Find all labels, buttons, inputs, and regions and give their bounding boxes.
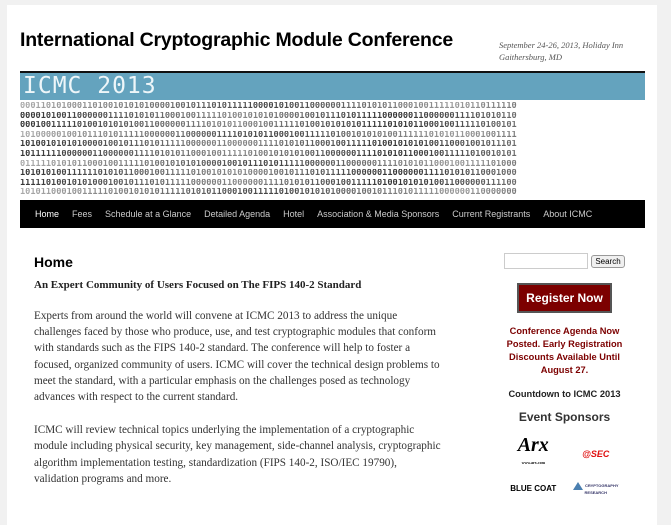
banner: ICMC 2013 000110101000110100101010100001… xyxy=(20,71,645,200)
binary-line: 1010000010010111010111110000001100000011… xyxy=(20,131,645,141)
text-line: ICMC will review technical topics underl… xyxy=(34,424,415,437)
binary-line: 0000101001100000011110101011000100111110… xyxy=(20,112,645,122)
page: International Cryptographic Module Confe… xyxy=(7,5,657,525)
nav-schedule[interactable]: Schedule at a Glance xyxy=(105,209,192,219)
register-now-button[interactable]: Register Now xyxy=(517,283,612,313)
binary-line: 0001001111101001010101001100000011110101… xyxy=(20,121,645,131)
text-line: meet the standard, with a particular emp… xyxy=(34,374,411,387)
main-nav: Home Fees Schedule at a Glance Detailed … xyxy=(20,200,645,228)
nav-hotel[interactable]: Hotel xyxy=(283,209,305,219)
text-line: with standards such as the FIPS 140-2 st… xyxy=(34,342,411,355)
sponsor-logos: Arx www.arx.com @SEC BLUE COAT CRYPTOGRAP… xyxy=(502,434,628,495)
nav-about[interactable]: About ICMC xyxy=(543,209,593,219)
nav-detailed-agenda[interactable]: Detailed Agenda xyxy=(204,209,271,219)
sponsor-logo-arx[interactable]: Arx www.arx.com xyxy=(502,434,565,472)
paragraph-topics: ICMC will review technical topics underl… xyxy=(34,422,474,487)
binary-line: 1010110001001111101001010101111101010110… xyxy=(20,188,645,198)
binary-line: 1111101001010100010010111010111110000001… xyxy=(20,179,645,189)
text-line: Experts from around the world will conve… xyxy=(34,310,398,322)
tagline-location: Gaithersburg, MD xyxy=(499,52,562,62)
page-title: Home xyxy=(34,254,73,270)
countdown-label: Countdown to ICMC 2013 xyxy=(508,389,621,399)
sponsors-heading: Event Sponsors xyxy=(518,410,611,424)
agenda-notice: Conference Agenda Now Posted. Early Regi… xyxy=(506,326,623,375)
binary-line: 1010010101010000100101110101111100000011… xyxy=(20,140,645,150)
nav-fees[interactable]: Fees xyxy=(72,209,93,219)
text-line: validation programs and more. xyxy=(34,472,172,485)
text-line: focused, organized community of users. I… xyxy=(34,358,440,371)
sponsor-logo-bluecoat[interactable]: BLUE COAT xyxy=(510,483,557,493)
logo-text: CRYPTOGRAPHY RESEARCH xyxy=(584,483,619,495)
logo-text: Arx xyxy=(517,434,549,456)
paragraph-intro: Experts from around the world will conve… xyxy=(34,308,474,405)
search-form: Search xyxy=(502,253,627,269)
nav-registrants[interactable]: Current Registrants xyxy=(452,209,531,219)
text-line: module including physical security, key … xyxy=(34,440,441,453)
sponsor-logo-asec[interactable]: @SEC xyxy=(582,449,610,459)
text-line: algorithm implementation testing, standa… xyxy=(34,456,397,469)
sidebar: Search Register Now Conference Agenda No… xyxy=(502,253,627,495)
tagline: September 24-26, 2013, Holiday Inn Gaith… xyxy=(499,39,623,63)
search-button[interactable]: Search xyxy=(591,254,625,268)
binary-line: 0001101010001101001010101000010010111010… xyxy=(20,102,645,112)
main-content: Home An Expert Community of Users Focuse… xyxy=(34,254,474,487)
binary-line: 1011111100000011000000111101010110001001… xyxy=(20,150,645,160)
nav-sponsors[interactable]: Association & Media Sponsors xyxy=(317,209,440,219)
text-line: challenges faced by those who produce, u… xyxy=(34,326,437,339)
triangle-icon xyxy=(572,482,583,490)
binary-line: 1010101001111110101011000100111110100101… xyxy=(20,169,645,179)
binary-line: 0111110101011000100111110100101010100001… xyxy=(20,160,645,170)
sponsor-logo-cryptography-research[interactable]: CRYPTOGRAPHY RESEARCH xyxy=(565,482,628,495)
search-input[interactable] xyxy=(504,253,589,269)
logo-url: www.arx.com xyxy=(521,460,545,465)
nav-home[interactable]: Home xyxy=(35,209,60,219)
tagline-date: September 24-26, 2013, Holiday Inn xyxy=(499,40,624,50)
binary-pattern: 0001101010001101001010101000010010111010… xyxy=(20,100,645,200)
page-subtitle: An Expert Community of Users Focused on … xyxy=(34,279,362,291)
banner-title: ICMC 2013 xyxy=(20,73,645,100)
text-line: advances with respect to the current sta… xyxy=(34,391,239,404)
site-title[interactable]: International Cryptographic Module Confe… xyxy=(20,29,454,51)
